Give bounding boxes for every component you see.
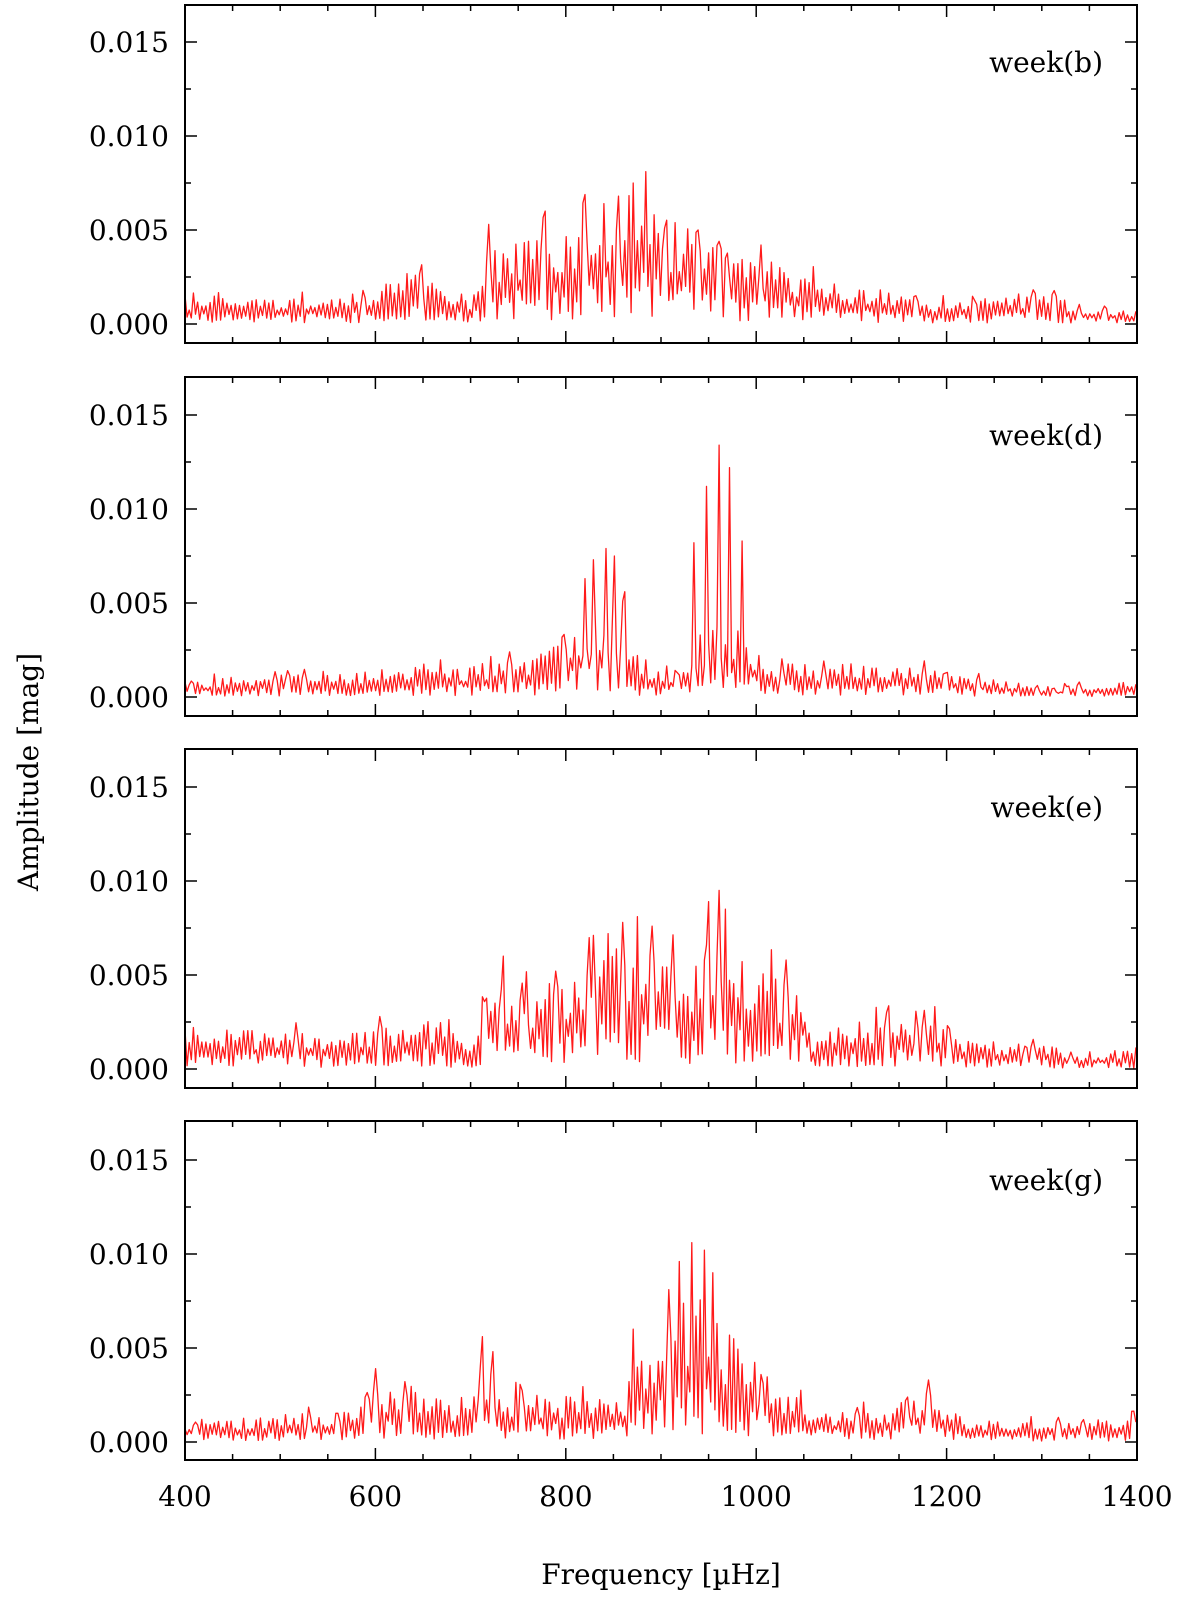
- panel-label: week(b): [989, 46, 1103, 79]
- panel-label: week(e): [991, 791, 1104, 824]
- panel-1: 0.000 0.005 0.010 0.015 week(b): [89, 5, 1137, 343]
- y-tick-label: 0.000: [89, 681, 169, 714]
- y-tick-label: 0.005: [89, 959, 169, 992]
- x-tick-label: 400: [158, 1480, 211, 1513]
- panel-label: week(g): [989, 1164, 1103, 1197]
- x-tick-label: 800: [539, 1480, 592, 1513]
- x-tick-label: 1400: [1101, 1480, 1172, 1513]
- panel-4: 0.000 0.005 0.010 0.015 week(g) 400 600 800 1000…: [89, 1121, 1173, 1513]
- y-tick-label: 0.005: [89, 587, 169, 620]
- y-tick-label: 0.000: [89, 1053, 169, 1086]
- y-tick-label: 0.015: [89, 1144, 169, 1177]
- y-tick-label: 0.000: [89, 1426, 169, 1459]
- y-tick-label: 0.010: [89, 493, 169, 526]
- y-axis-label: Amplitude [mag]: [12, 653, 45, 892]
- y-tick-label: 0.015: [89, 26, 169, 59]
- y-tick-label: 0.015: [89, 399, 169, 432]
- y-tick-label: 0.015: [89, 771, 169, 804]
- panel-3: 0.000 0.005 0.010 0.015 week(e): [89, 749, 1137, 1088]
- x-tick-label: 1000: [721, 1480, 792, 1513]
- panel-2: 0.000 0.005 0.010 0.015 week(d): [89, 377, 1137, 716]
- panels: 0.0000.0050.0100.015week(b)0.0000.0050.0…: [89, 5, 1173, 1513]
- series-line: [185, 445, 1136, 696]
- panel-label: week(d): [989, 419, 1103, 452]
- x-tick-label: 600: [349, 1480, 402, 1513]
- y-tick-label: 0.010: [89, 1238, 169, 1271]
- figure: 0.0000.0050.0100.015week(b)0.0000.0050.0…: [0, 0, 1200, 1599]
- series-line: [185, 1243, 1136, 1441]
- y-tick-label: 0.000: [89, 308, 169, 341]
- series-line: [185, 890, 1136, 1068]
- y-tick-label: 0.010: [89, 865, 169, 898]
- y-tick-label: 0.005: [89, 214, 169, 247]
- y-tick-label: 0.005: [89, 1332, 169, 1365]
- x-axis-label: Frequency [µHz]: [541, 1558, 781, 1591]
- y-tick-label: 0.010: [89, 120, 169, 153]
- x-tick-label: 1200: [911, 1480, 982, 1513]
- series-line: [185, 172, 1136, 323]
